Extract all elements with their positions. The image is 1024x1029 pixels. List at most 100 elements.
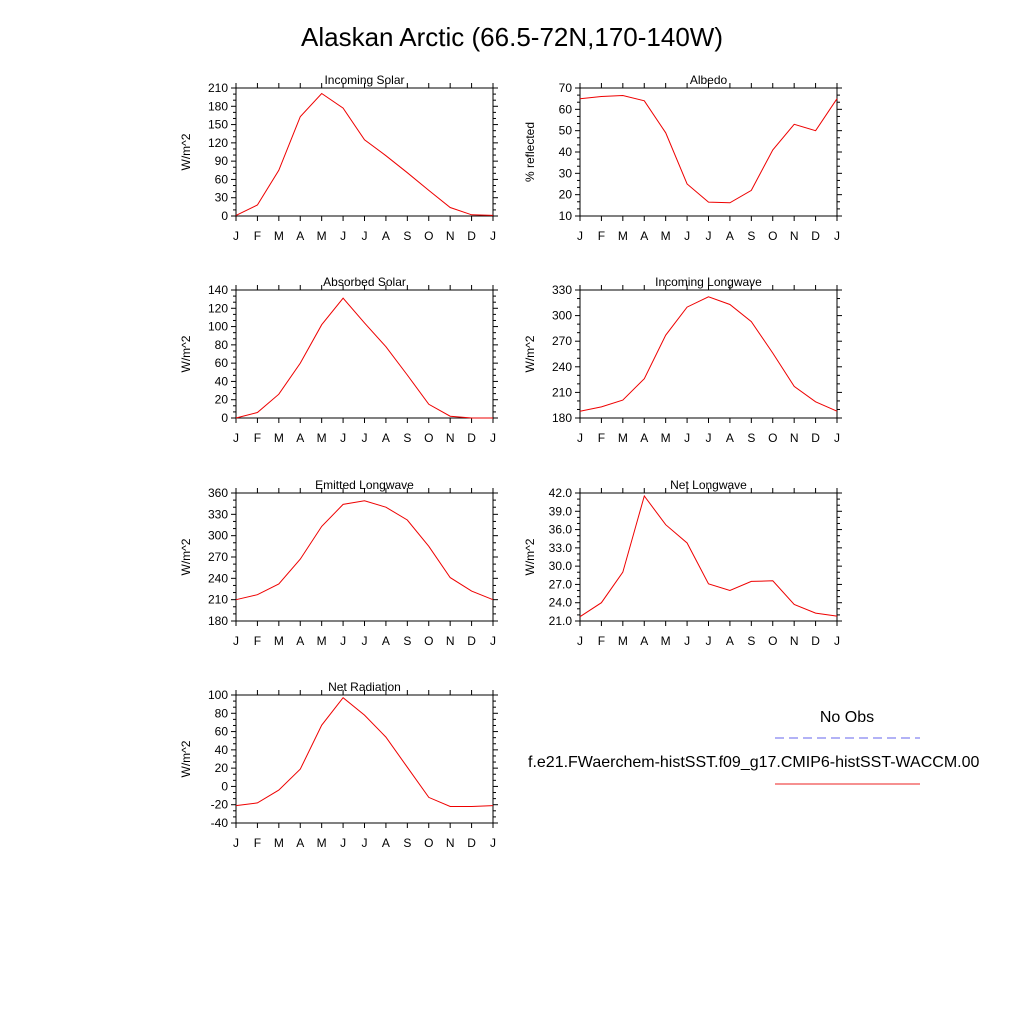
x-tick-label: N — [446, 229, 455, 243]
series-line — [580, 496, 837, 617]
y-tick-label: 180 — [552, 411, 572, 425]
x-tick-label: J — [233, 836, 239, 850]
y-tick-label: 21.0 — [549, 614, 573, 628]
plot-frame — [236, 290, 493, 418]
x-tick-label: A — [296, 634, 304, 648]
y-tick-label: 36.0 — [549, 523, 573, 537]
x-tick-label: N — [790, 634, 799, 648]
x-tick-label: N — [790, 431, 799, 445]
x-tick-label: M — [661, 431, 671, 445]
x-tick-label: M — [274, 634, 284, 648]
x-tick-label: M — [618, 634, 628, 648]
x-tick-label: M — [274, 229, 284, 243]
x-tick-label: D — [467, 836, 476, 850]
y-tick-label: 33.0 — [549, 541, 573, 555]
y-tick-label: 0 — [221, 779, 228, 793]
x-tick-label: O — [768, 229, 777, 243]
x-tick-label: F — [254, 229, 261, 243]
x-tick-label: J — [684, 229, 690, 243]
y-tick-label: -40 — [211, 816, 229, 830]
x-tick-label: A — [296, 431, 304, 445]
x-tick-label: F — [254, 431, 261, 445]
x-tick-label: M — [317, 229, 327, 243]
x-tick-label: F — [254, 634, 261, 648]
x-tick-label: J — [684, 634, 690, 648]
y-tick-label: 90 — [215, 154, 229, 168]
y-tick-label: 40 — [215, 374, 229, 388]
y-tick-label: 330 — [552, 283, 572, 297]
x-tick-label: M — [661, 229, 671, 243]
y-tick-label: 330 — [208, 507, 228, 521]
x-tick-label: S — [747, 634, 755, 648]
series-line — [236, 501, 493, 600]
y-tick-label: 300 — [552, 309, 572, 323]
x-tick-label: A — [382, 229, 390, 243]
y-tick-label: -20 — [211, 798, 229, 812]
x-tick-label: A — [382, 431, 390, 445]
y-tick-label: 70 — [559, 81, 573, 95]
y-tick-label: 60 — [559, 102, 573, 116]
y-tick-label: 140 — [208, 283, 228, 297]
x-tick-label: O — [768, 634, 777, 648]
x-tick-label: D — [811, 634, 820, 648]
y-tick-label: 30 — [215, 191, 229, 205]
x-tick-label: N — [790, 229, 799, 243]
x-tick-label: J — [362, 229, 368, 243]
series-line — [236, 298, 493, 418]
x-tick-label: J — [834, 634, 840, 648]
y-tick-label: 180 — [208, 99, 228, 113]
y-tick-label: 100 — [208, 688, 228, 702]
y-tick-label: 20 — [559, 188, 573, 202]
x-tick-label: O — [768, 431, 777, 445]
x-tick-label: O — [424, 229, 433, 243]
x-tick-label: M — [317, 634, 327, 648]
x-tick-label: S — [403, 229, 411, 243]
y-tick-label: 240 — [552, 360, 572, 374]
y-tick-label: 0 — [221, 411, 228, 425]
x-tick-label: A — [640, 431, 648, 445]
x-tick-label: A — [640, 634, 648, 648]
x-tick-label: A — [726, 634, 734, 648]
x-tick-label: F — [254, 836, 261, 850]
panel-net-longwave: Net Longwave21.024.027.030.033.036.039.0… — [523, 478, 842, 648]
x-tick-label: S — [403, 634, 411, 648]
y-tick-label: 50 — [559, 124, 573, 138]
legend-model-label: f.e21.FWaerchem-histSST.f09_g17.CMIP6-hi… — [528, 754, 980, 771]
x-tick-label: D — [811, 431, 820, 445]
x-tick-label: J — [340, 431, 346, 445]
y-tick-label: 120 — [208, 136, 228, 150]
x-tick-label: J — [340, 634, 346, 648]
x-tick-label: D — [467, 229, 476, 243]
x-tick-label: J — [362, 634, 368, 648]
page-title: Alaskan Arctic (66.5-72N,170-140W) — [301, 22, 723, 52]
x-tick-label: A — [640, 229, 648, 243]
y-axis-label: W/m^2 — [523, 335, 537, 372]
series-line — [236, 94, 493, 216]
x-tick-label: J — [340, 229, 346, 243]
y-tick-label: 20 — [215, 393, 229, 407]
x-tick-label: M — [618, 431, 628, 445]
x-tick-label: A — [382, 634, 390, 648]
x-tick-label: J — [362, 431, 368, 445]
y-tick-label: 30.0 — [549, 559, 573, 573]
x-tick-label: A — [382, 836, 390, 850]
x-tick-label: N — [446, 836, 455, 850]
y-tick-label: 270 — [208, 550, 228, 564]
y-tick-label: 100 — [208, 320, 228, 334]
y-tick-label: 210 — [208, 593, 228, 607]
x-tick-label: M — [274, 836, 284, 850]
x-tick-label: J — [577, 229, 583, 243]
y-tick-label: 40 — [559, 145, 573, 159]
x-tick-label: J — [706, 431, 712, 445]
x-tick-label: J — [233, 634, 239, 648]
y-axis-label: W/m^2 — [523, 538, 537, 575]
x-tick-label: J — [834, 229, 840, 243]
y-axis-label: W/m^2 — [179, 740, 193, 777]
